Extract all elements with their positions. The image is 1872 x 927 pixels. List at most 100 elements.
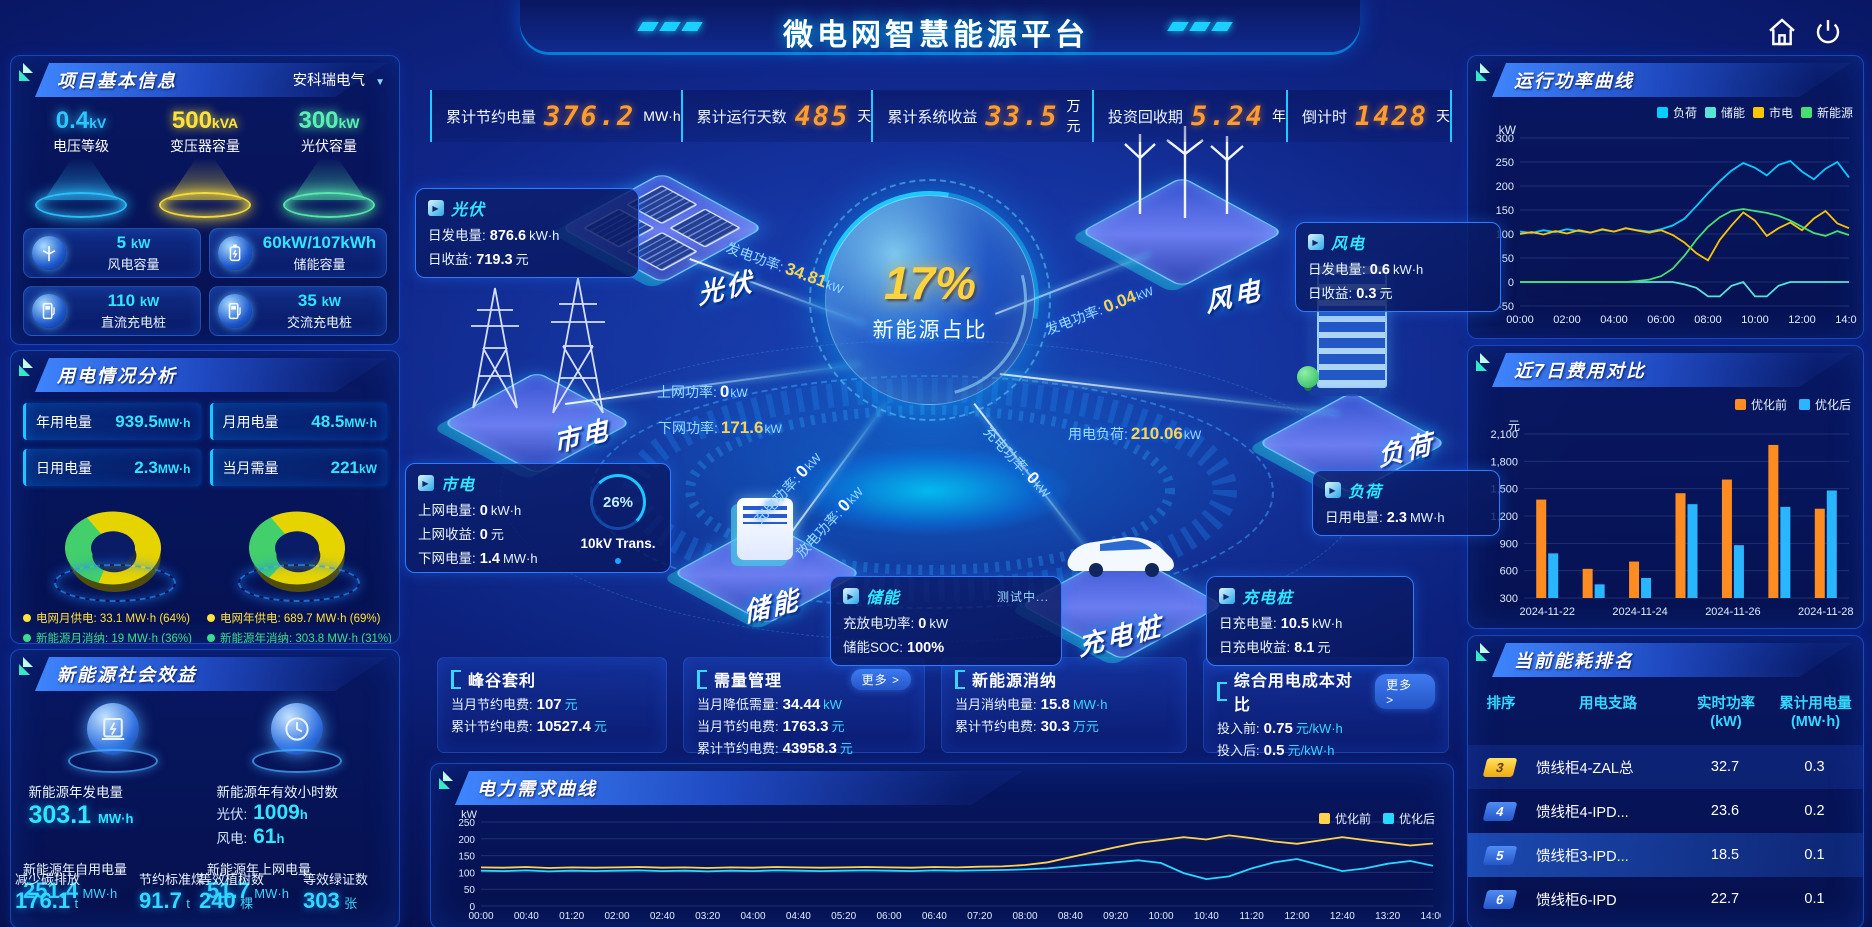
grid-info-title: ▶ 市电 bbox=[418, 471, 658, 495]
social-bottom-stat: 等效绿证数 303 张 bbox=[303, 872, 369, 913]
stat-segment: 累计系统收益 33.5 万元 bbox=[871, 90, 1091, 142]
svg-text:2024-11-22: 2024-11-22 bbox=[1519, 606, 1574, 618]
svg-text:11:20: 11:20 bbox=[1240, 911, 1265, 922]
svg-text:00:00: 00:00 bbox=[468, 911, 493, 922]
panel-power-curve: 运行功率曲线 负荷 储能 市电 新能源 300 250 200 150 100 50 0 -50 00… bbox=[1467, 55, 1864, 339]
charger-icon bbox=[218, 294, 252, 328]
bracket-icon bbox=[1217, 681, 1227, 701]
legend-item: 优化后 bbox=[1382, 810, 1435, 827]
svg-text:00:40: 00:40 bbox=[514, 911, 539, 922]
usage-value-box: 当月需量 221kW bbox=[209, 449, 387, 486]
bracket-icon bbox=[451, 669, 461, 689]
svg-text:2024-11-28: 2024-11-28 bbox=[1798, 606, 1853, 618]
svg-text:08:40: 08:40 bbox=[1058, 911, 1083, 922]
table-row[interactable]: 5 馈线柜3-IPD... 18.5 0.1 bbox=[1468, 833, 1863, 878]
panel-corner-icon bbox=[1476, 63, 1490, 81]
info-row: 上网收益: 0 元 bbox=[418, 527, 504, 543]
play-icon: ▶ bbox=[428, 200, 444, 216]
column-header: 用电支路 bbox=[1579, 696, 1637, 712]
renewable-share-label: 新能源占比 bbox=[872, 319, 988, 342]
company-dropdown-value: 安科瑞电气 bbox=[292, 73, 366, 89]
capacity-pedestal: 500kVA 变压器容量 bbox=[144, 107, 266, 218]
home-icon[interactable] bbox=[1766, 16, 1798, 48]
pad-ring bbox=[68, 749, 158, 773]
core-glow bbox=[790, 448, 1070, 534]
table-row[interactable]: 3 馈线柜4-ZAL总 32.7 0.3 bbox=[1468, 745, 1863, 790]
panel-corner-icon bbox=[19, 63, 33, 81]
donut-year bbox=[232, 498, 362, 602]
info-row: 日充电量: 10.5 kW·h bbox=[1219, 616, 1343, 632]
annual-hours: 新能源年有效小时数 光伏: 1009h 风电: 61h bbox=[217, 781, 382, 849]
svg-text:12:40: 12:40 bbox=[1330, 911, 1355, 922]
more-button[interactable]: 更多 > bbox=[850, 668, 911, 690]
svg-text:10:00: 10:00 bbox=[1148, 911, 1173, 922]
pv-hours-value: 1009 bbox=[253, 801, 300, 824]
table-row[interactable]: 4 馈线柜4-IPD... 23.6 0.2 bbox=[1468, 789, 1863, 833]
power-towers-art bbox=[471, 277, 605, 414]
storage-info-title: ▶ 储能 测试中... bbox=[843, 584, 1049, 608]
info-row: 储能SOC: 100% bbox=[843, 640, 945, 656]
panel-title: 新能源社会效益 bbox=[57, 665, 197, 685]
wind-turbines-art bbox=[1124, 126, 1244, 218]
company-dropdown[interactable]: 安科瑞电气 ▼ bbox=[293, 69, 385, 90]
core-dashed-ring bbox=[809, 179, 1051, 421]
svg-text:00:00: 00:00 bbox=[1506, 314, 1534, 326]
svg-text:0: 0 bbox=[469, 902, 475, 913]
svg-text:07:20: 07:20 bbox=[967, 911, 992, 922]
flow-feedin-power: 上网功率: 0kW bbox=[657, 382, 748, 401]
svg-text:10:00: 10:00 bbox=[1741, 314, 1769, 326]
benefit-renewable-absorb: 新能源消纳 当月消纳电量: 15.8 MW·h 累计节约电费: 30.3 万元 bbox=[941, 657, 1187, 753]
load-info-box: ▶ 负荷 日用电量: 2.3 MW·h bbox=[1312, 470, 1500, 536]
benefit-peak-valley: 峰谷套利 当月节约电费: 107 元累计节约电费: 10527.4 元 bbox=[437, 657, 667, 753]
social-bottom-stats: 新能源年自用电量 251.4 MW·h 减少碳排放 176.1 t 节约标准煤 91.7 … bbox=[11, 855, 399, 927]
core-text: 17% 新能源占比 bbox=[825, 195, 1035, 405]
svg-text:02:40: 02:40 bbox=[650, 911, 675, 922]
panel-title: 近7日费用对比 bbox=[1514, 361, 1647, 381]
svg-text:14:00: 14:00 bbox=[1835, 314, 1857, 326]
usage-legend-item: 新能源月消纳: 19 MW·h (36%) bbox=[23, 630, 207, 643]
play-icon: ▶ bbox=[1325, 482, 1341, 498]
wind-icon bbox=[32, 236, 66, 270]
table-row[interactable]: 6 馈线柜6-IPD 22.7 0.1 bbox=[1468, 877, 1863, 921]
charger-info-title: ▶ 充电桩 bbox=[1219, 584, 1401, 608]
solar-energy-icon bbox=[87, 703, 139, 755]
svg-text:600: 600 bbox=[1500, 566, 1518, 578]
panel-corner-icon bbox=[1476, 643, 1490, 661]
panel-energy-ranking: 当前能耗排名 排序 用电支路 实时功率 (kW) 累计用电量 (MW·h) 3 馈线柜4-Z… bbox=[1467, 635, 1864, 927]
panel-header: 电力需求曲线 bbox=[455, 771, 1023, 805]
info-row: 累计节约电费: 43958.3 元 bbox=[697, 740, 853, 757]
info-row: 投入前: 0.75 元/kW·h bbox=[1217, 720, 1343, 737]
donut-month bbox=[48, 498, 178, 602]
svg-text:04:40: 04:40 bbox=[786, 911, 811, 922]
power-icon[interactable] bbox=[1812, 16, 1844, 48]
usage-legend-item: 电网年供电: 689.7 MW·h (69%) bbox=[207, 610, 391, 626]
svg-text:14:00: 14:00 bbox=[1420, 911, 1441, 922]
svg-text:10:40: 10:40 bbox=[1194, 911, 1219, 922]
stat-segment: 投资回收期 5.24 年 bbox=[1091, 90, 1286, 142]
renewable-share-value: 17% bbox=[883, 257, 977, 309]
svg-text:50: 50 bbox=[464, 885, 476, 896]
annual-generation-label: 新能源年发电量 bbox=[28, 785, 124, 800]
transformer-dot bbox=[615, 558, 621, 564]
play-icon: ▶ bbox=[418, 475, 434, 491]
usage-donuts bbox=[11, 486, 399, 602]
panel-usage-analysis: 用电情况分析 年用电量 939.5MW·h 月用电量 48.5MW·h 日用电量 2.3M… bbox=[10, 350, 400, 644]
capacity-card: 35 kW 交流充电桩 bbox=[209, 286, 387, 336]
play-icon: ▶ bbox=[1308, 234, 1324, 250]
legend-item: 优化前 bbox=[1734, 396, 1787, 413]
svg-text:150: 150 bbox=[1496, 205, 1514, 217]
panel-header: 近7日费用对比 bbox=[1492, 353, 1851, 387]
demand-legend: 优化前 优化后 bbox=[1318, 810, 1435, 827]
more-button[interactable]: 更多 > bbox=[1375, 673, 1435, 709]
transformer-widget: 26% 10kV Trans. bbox=[576, 474, 660, 564]
legend-item: 优化后 bbox=[1798, 396, 1851, 413]
svg-text:100: 100 bbox=[458, 868, 475, 879]
panel-social-benefit: 新能源社会效益 新能源年发电量 303.1 MW·h 新能源年有效小时数 光伏:… bbox=[10, 649, 400, 927]
svg-text:06:40: 06:40 bbox=[922, 911, 947, 922]
panel-header: 新能源社会效益 bbox=[35, 657, 387, 691]
svg-text:kW: kW bbox=[1499, 123, 1517, 137]
power-curve-legend: 负荷 储能 市电 新能源 bbox=[1656, 104, 1853, 121]
flow-draw-power: 下网功率: 171.6kW bbox=[658, 418, 782, 437]
